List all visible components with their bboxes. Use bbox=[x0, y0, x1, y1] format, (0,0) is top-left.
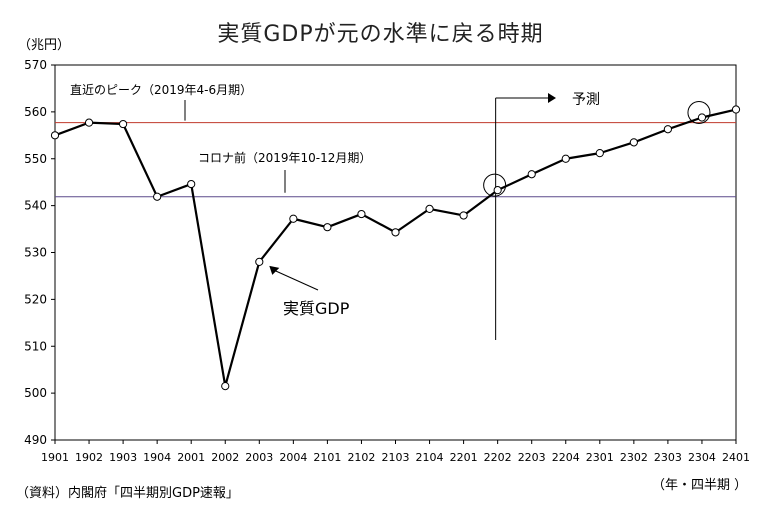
x-tick-label: 2101 bbox=[313, 451, 341, 464]
x-axis-unit-label: （年・四半期 ） bbox=[652, 478, 748, 493]
x-tick-label: 1901 bbox=[41, 451, 69, 464]
x-tick-label: 2304 bbox=[688, 451, 716, 464]
x-tick-label: 2204 bbox=[552, 451, 580, 464]
y-tick-label: 490 bbox=[24, 433, 47, 447]
x-tick-label: 2104 bbox=[416, 451, 444, 464]
data-point bbox=[595, 149, 604, 158]
data-point bbox=[187, 179, 196, 189]
data-point bbox=[425, 204, 434, 214]
data-point bbox=[84, 118, 94, 127]
series-label-arrow-head bbox=[269, 265, 280, 275]
data-point bbox=[629, 138, 638, 147]
reference-label-pre-covid: コロナ前（2019年10-12月期） bbox=[198, 150, 371, 165]
data-point bbox=[391, 228, 400, 237]
y-tick-label: 500 bbox=[24, 386, 47, 400]
data-point bbox=[459, 211, 468, 220]
x-tick-label: 2203 bbox=[518, 451, 546, 464]
data-point bbox=[119, 119, 128, 129]
plot-frame bbox=[54, 64, 737, 441]
x-tick-label: 2201 bbox=[450, 451, 478, 464]
series-label-real-gdp: 実質GDP bbox=[283, 299, 350, 318]
data-point bbox=[289, 214, 298, 223]
highlight-circle bbox=[687, 101, 711, 124]
x-tick-label: 2202 bbox=[484, 451, 512, 464]
series-line-real-gdp bbox=[54, 108, 737, 388]
y-axis-unit-label: （兆円） bbox=[18, 38, 71, 53]
source-note: （資料）内閣府「四半期別GDP速報」 bbox=[16, 486, 239, 501]
y-tick-label: 570 bbox=[24, 58, 47, 72]
x-tick-label: 1904 bbox=[143, 451, 171, 464]
series-label-arrow-shaft bbox=[273, 269, 319, 291]
data-point bbox=[255, 257, 264, 266]
highlight-circle bbox=[483, 173, 507, 197]
y-tick-label: 550 bbox=[24, 152, 47, 166]
x-tick-label: 2003 bbox=[245, 451, 273, 464]
data-point bbox=[50, 131, 60, 140]
data-point bbox=[527, 170, 536, 179]
x-tick-label: 2102 bbox=[347, 451, 375, 464]
data-point bbox=[697, 113, 707, 122]
data-point bbox=[221, 381, 230, 391]
reference-label-peak: 直近のピーク（2019年4-6月期） bbox=[70, 83, 252, 97]
data-point bbox=[153, 192, 162, 201]
x-tick-label: 2302 bbox=[620, 451, 648, 464]
data-point bbox=[731, 105, 741, 114]
y-tick-label: 510 bbox=[24, 339, 47, 353]
x-tick-label: 2301 bbox=[586, 451, 614, 464]
forecast-label: 予測 bbox=[572, 92, 600, 108]
forecast-arrow-head bbox=[548, 93, 556, 103]
data-point bbox=[663, 125, 673, 134]
y-tick-label: 530 bbox=[24, 246, 47, 260]
x-tick-label: 1903 bbox=[109, 451, 137, 464]
y-tick-label: 520 bbox=[24, 292, 47, 306]
y-tick-label: 560 bbox=[24, 105, 47, 119]
x-tick-label: 2303 bbox=[654, 451, 682, 464]
y-tick-label: 540 bbox=[24, 199, 47, 213]
data-point bbox=[357, 209, 366, 219]
data-point bbox=[323, 223, 332, 232]
x-tick-label: 2401 bbox=[722, 451, 750, 464]
x-tick-label: 2002 bbox=[211, 451, 239, 464]
data-point bbox=[561, 154, 570, 163]
x-tick-label: 2001 bbox=[177, 451, 205, 464]
x-tick-label: 1902 bbox=[75, 451, 103, 464]
data-point bbox=[493, 186, 502, 195]
x-tick-label: 2004 bbox=[279, 451, 307, 464]
x-tick-label: 2103 bbox=[382, 451, 410, 464]
chart-title: 実質GDPが元の水準に戻る時期 bbox=[217, 22, 544, 47]
